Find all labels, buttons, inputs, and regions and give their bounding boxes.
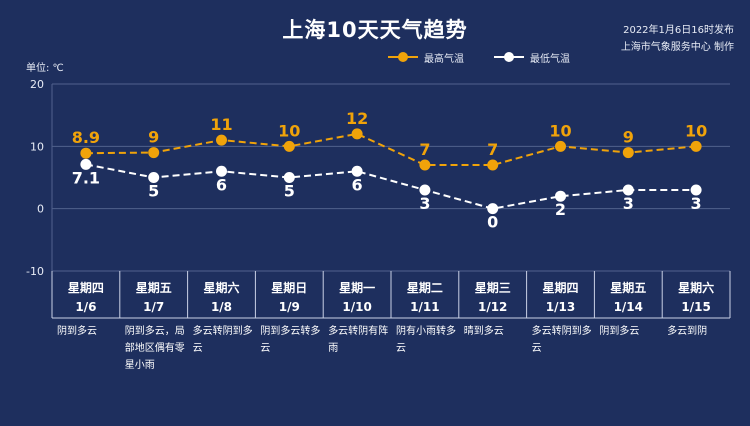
chart-title: 上海10天天气趋势 (282, 18, 468, 42)
publisher: 上海市气象服务中心 制作 (620, 42, 734, 53)
low-temp-point (690, 184, 702, 196)
weather-description: 阴有小雨转多 (396, 324, 456, 337)
high-temp-point (148, 147, 160, 159)
high-temp-point (622, 147, 634, 159)
high-temp-label: 7 (419, 140, 430, 159)
low-temp-label: 2 (555, 200, 566, 219)
date-label: 1/13 (546, 300, 575, 314)
legend-low-marker-icon (494, 52, 524, 62)
low-temp-label: 6 (352, 175, 363, 194)
high-temp-label: 9 (148, 128, 159, 147)
y-tick-label: 20 (30, 78, 44, 91)
date-label: 1/8 (211, 300, 232, 314)
low-temp-label: 0 (487, 213, 498, 232)
weather-description: 云 (260, 343, 270, 354)
low-temp-point (487, 203, 499, 215)
weather-description: 云 (532, 343, 542, 354)
weekday-label: 星期六 (203, 280, 239, 295)
weather-description: 晴到多云 (464, 324, 504, 337)
low-temp-label: 3 (691, 194, 702, 213)
legend: 最高气温 最低气温 (388, 48, 600, 66)
low-temp-label: 7.1 (72, 168, 100, 187)
weekday-label: 星期一 (339, 280, 375, 295)
low-temp-point (622, 184, 634, 196)
high-temp-label: 10 (278, 121, 300, 140)
high-temp-point (216, 134, 227, 146)
low-temp-point (148, 172, 160, 183)
high-temp-label: 7 (487, 140, 498, 159)
weather-description: 阴到多云转多 (260, 324, 320, 337)
high-temp-point (283, 140, 295, 152)
date-label: 1/6 (75, 300, 96, 314)
legend-high-label: 最高气温 (424, 53, 464, 65)
date-label: 1/9 (279, 300, 300, 314)
weather-description: 多云到阴 (667, 324, 707, 337)
low-temp-point (419, 184, 431, 196)
weather-description: 阴到多云 (57, 324, 97, 337)
weekday-label: 星期日 (271, 280, 307, 295)
legend-item-high[interactable]: 最高气温 (388, 50, 464, 65)
high-temp-point (419, 159, 431, 171)
low-temp-point (351, 165, 363, 177)
y-tick-label: 0 (37, 203, 44, 216)
date-label: 1/11 (410, 300, 439, 314)
high-temp-label: 12 (346, 109, 368, 128)
low-temp-label: 5 (148, 182, 159, 201)
publish-info: 2022年1月6日16时发布 上海市气象服务中心 制作 (621, 22, 734, 56)
weather-description: 云 (396, 343, 406, 354)
high-temp-line (85, 132, 697, 167)
high-temp-point (80, 147, 92, 159)
weekday-label: 星期五 (136, 280, 172, 295)
weekday-label: 星期六 (678, 280, 714, 295)
weekday-label: 星期四 (542, 280, 578, 295)
weather-description: 多云转阴有阵 (328, 324, 388, 337)
high-temp-point (487, 159, 499, 171)
low-temp-point (555, 190, 566, 202)
low-temp-label: 6 (216, 175, 227, 194)
low-temp-label: 3 (419, 194, 430, 213)
high-temp-point (351, 128, 363, 140)
low-temp-line (85, 163, 697, 210)
weather-description: 部地区偶有零 (125, 341, 185, 354)
weather-description: 云 (193, 343, 203, 354)
high-temp-label: 9 (623, 128, 634, 147)
legend-low-label: 最低气温 (530, 53, 570, 65)
low-temp-label: 3 (623, 194, 634, 213)
low-temp-point (80, 158, 92, 170)
date-label: 1/7 (143, 300, 164, 314)
low-temp-point (216, 165, 227, 177)
weather-description: 星小雨 (125, 359, 155, 371)
weekday-label: 星期四 (68, 280, 104, 295)
publish-time: 2022年1月6日16时发布 (623, 25, 734, 36)
weekday-label: 星期三 (475, 280, 511, 295)
legend-item-low[interactable]: 最低气温 (494, 50, 570, 65)
high-temp-point (555, 140, 566, 152)
weather-description: 多云转阴到多 (193, 324, 253, 337)
weekday-label: 星期二 (407, 280, 443, 295)
high-temp-label: 8.9 (72, 128, 100, 147)
high-temp-point (690, 140, 702, 152)
weather-description: 雨 (328, 343, 338, 354)
y-tick-label: 10 (30, 140, 44, 153)
date-label: 1/12 (478, 300, 507, 314)
weather-description: 阴到多云，局 (125, 324, 185, 337)
date-label: 1/10 (342, 300, 371, 314)
weekday-label: 星期五 (610, 280, 646, 295)
weather-description: 多云转阴到多 (532, 324, 592, 337)
date-label: 1/14 (614, 300, 643, 314)
high-temp-label: 11 (210, 115, 232, 134)
low-temp-point (283, 172, 295, 183)
low-temp-label: 5 (284, 182, 295, 201)
high-temp-label: 10 (685, 121, 707, 140)
high-temp-label: 10 (549, 121, 571, 140)
legend-high-marker-icon (388, 52, 418, 62)
date-label: 1/15 (681, 300, 710, 314)
weather-description: 阴到多云 (599, 324, 639, 337)
y-tick-label: -10 (26, 265, 44, 278)
unit-label: 单位: ℃ (26, 63, 64, 74)
